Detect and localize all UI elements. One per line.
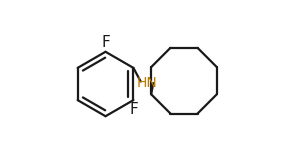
Text: F: F (129, 102, 138, 117)
Text: F: F (101, 35, 110, 50)
Text: HN: HN (137, 76, 157, 90)
